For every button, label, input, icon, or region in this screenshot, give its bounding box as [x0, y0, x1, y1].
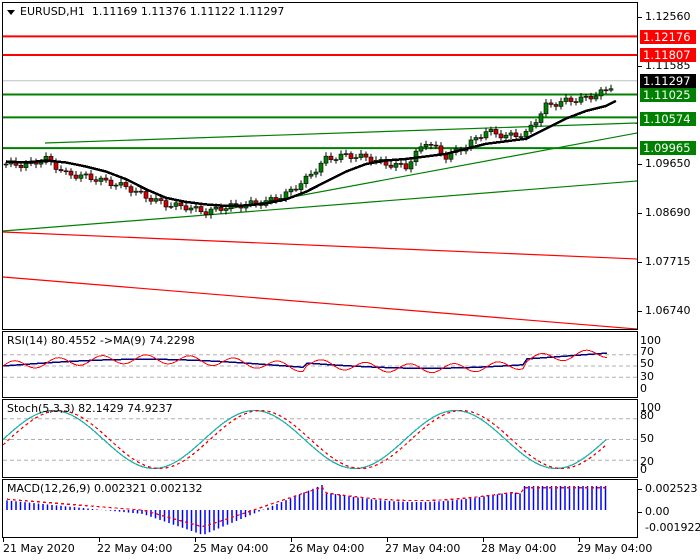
time-axis-label: 28 May 04:00 — [481, 542, 557, 555]
rsi-panel[interactable]: RSI(14) 80.4552 ->MA(9) 74.2298 — [2, 331, 638, 398]
stoch-level-label: 100 — [640, 401, 661, 414]
price-axis-label: 1.12560 — [645, 10, 691, 23]
stoch-level-label: 0 — [640, 463, 647, 476]
time-axis-label: 26 May 04:00 — [289, 542, 365, 555]
macd-level-label: -0.001922 — [645, 521, 700, 534]
macd-canvas — [6, 485, 607, 535]
macd-level-label: 0.00 — [645, 505, 670, 518]
stochastic-title: Stoch(5,3,3) 82.1429 74.9237 — [7, 402, 173, 415]
support-tag: 1.11025 — [640, 88, 696, 102]
rsi-level-label: 100 — [640, 334, 661, 347]
stoch-level-label: 50 — [640, 432, 654, 445]
macd-title: MACD(12,26,9) 0.002321 0.002132 — [7, 482, 203, 495]
price-axis-label: 1.07715 — [645, 255, 691, 268]
price-chart-panel[interactable]: EURUSD,H1 1.11169 1.11376 1.11122 1.1129… — [2, 2, 638, 330]
time-axis-label: 29 May 04:00 — [577, 542, 653, 555]
stoch-level-label: 80 — [640, 409, 654, 422]
rsi-level-label: 30 — [640, 370, 654, 383]
stoch-level-label: 20 — [640, 455, 654, 468]
time-axis-label: 22 May 04:00 — [97, 542, 173, 555]
price-axis-label: 1.09650 — [645, 157, 691, 170]
price-axis-label: 1.06740 — [645, 304, 691, 317]
open-value: 1.11169 — [91, 5, 138, 18]
current-price-tag: 1.11297 — [640, 74, 696, 88]
high-value: 1.11376 — [140, 5, 187, 18]
support-tag: 1.10574 — [640, 112, 696, 126]
rsi-level-label: 70 — [640, 345, 654, 358]
caret-down-icon[interactable] — [7, 9, 15, 15]
symbol-label: EURUSD,H1 — [20, 5, 85, 18]
rsi-title: RSI(14) 80.4552 ->MA(9) 74.2298 — [7, 334, 195, 347]
time-axis-label: 21 May 2020 — [3, 542, 75, 555]
rsi-level-label: 50 — [640, 357, 654, 370]
price-axis-label: 1.08690 — [645, 206, 691, 219]
close-value: 1.11297 — [238, 5, 285, 18]
rsi-level-label: 0 — [640, 382, 647, 395]
time-axis-label: 25 May 04:00 — [193, 542, 269, 555]
macd-panel[interactable]: MACD(12,26,9) 0.002321 0.002132 — [2, 479, 638, 538]
resistance-tag: 1.11807 — [640, 48, 696, 62]
macd-level-label: 0.002523 — [645, 482, 698, 495]
rsi-canvas — [3, 349, 637, 378]
support-tag: 1.09965 — [640, 141, 696, 155]
stochastic-canvas — [3, 409, 637, 470]
chart-header: EURUSD,H1 1.11169 1.11376 1.11122 1.1129… — [7, 5, 284, 18]
low-value: 1.11122 — [189, 5, 236, 18]
resistance-tag: 1.12176 — [640, 30, 696, 44]
price-chart-canvas — [3, 35, 637, 329]
stochastic-panel[interactable]: Stoch(5,3,3) 82.1429 74.9237 — [2, 399, 638, 478]
price-axis-label: 1.11585 — [645, 59, 691, 72]
time-axis-label: 27 May 04:00 — [385, 542, 461, 555]
